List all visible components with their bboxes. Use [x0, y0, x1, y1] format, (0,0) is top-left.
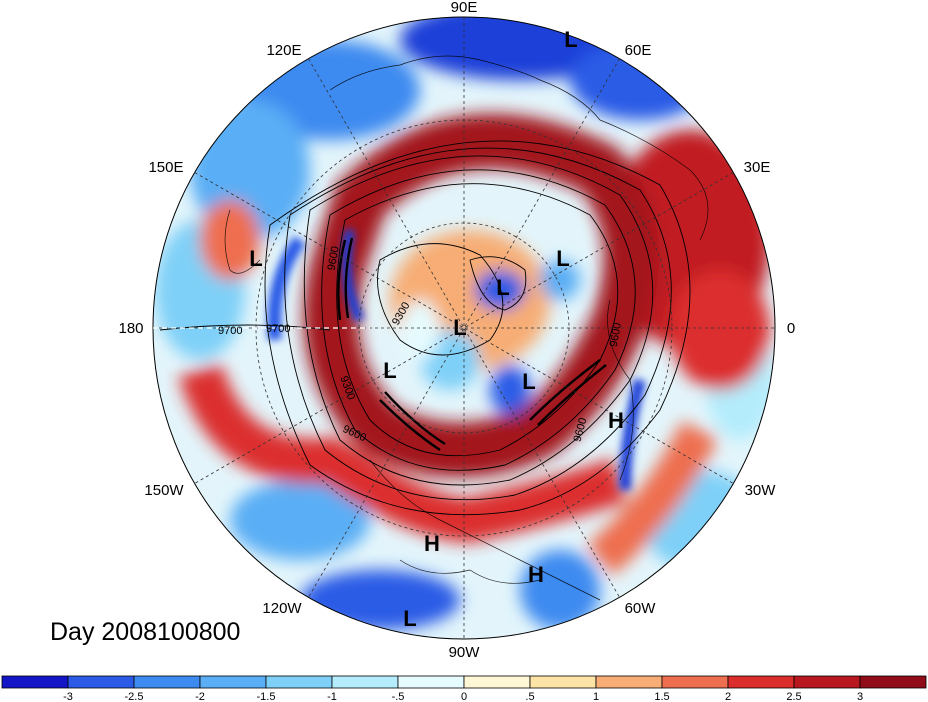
- colorbar-tick-label: -.5: [392, 691, 405, 702]
- colorbar: -3 -2.5 -2 -1.5 -1 -.5 0 .5 1 1.5 2 2.5 3: [1, 675, 927, 702]
- colorbar-swatch: [595, 675, 663, 689]
- coastlines: [224, 55, 709, 601]
- lon-label-0: 0: [787, 320, 795, 337]
- colorbar-swatch: [397, 675, 465, 689]
- contour-label: 9600: [608, 322, 624, 348]
- contour-labels: 9700 9700 9600 9300 9600 9600 9600 9300: [218, 245, 624, 444]
- low-center-label: L: [403, 606, 416, 631]
- low-center-label: L: [522, 369, 535, 394]
- colorbar-tick-label: 2.5: [786, 691, 801, 702]
- colorbar-swatch: [661, 675, 729, 689]
- colorbar-swatch: [793, 675, 861, 689]
- low-center-label: L: [453, 315, 466, 340]
- longitude-labels: 90E 60E 120E 30E 150E 0 180 30W 150W 60W…: [118, 0, 795, 661]
- high-center-label: H: [608, 408, 624, 433]
- lon-label-180: 180: [118, 320, 143, 337]
- colorbar-swatch: [859, 675, 927, 689]
- colorbar-tick-label: 3: [857, 691, 863, 702]
- colorbar-tick-label: -1.5: [257, 691, 276, 702]
- lon-label-150w: 150W: [144, 482, 184, 499]
- colorbar-tick-label: 1.5: [654, 691, 669, 702]
- lon-label-30w: 30W: [745, 482, 777, 499]
- lon-label-120e: 120E: [266, 42, 301, 59]
- lon-label-150e: 150E: [148, 159, 183, 176]
- colorbar-swatch: [529, 675, 597, 689]
- lon-label-90w: 90W: [449, 644, 481, 661]
- colorbar-tick-label: -3: [63, 691, 73, 702]
- colorbar-swatch: [331, 675, 399, 689]
- lon-label-60e: 60E: [625, 42, 652, 59]
- high-center-label: H: [424, 531, 440, 556]
- colorbar-tick-label: 1: [593, 691, 599, 702]
- colorbar-swatch: [463, 675, 531, 689]
- low-center-label: L: [564, 27, 577, 52]
- contour-label: 9700: [266, 323, 290, 335]
- colorbar-tick-label: 2: [725, 691, 731, 702]
- low-center-label: L: [383, 358, 396, 383]
- low-center-label: L: [496, 275, 509, 300]
- colorbar-tick-label: .5: [525, 691, 534, 702]
- contour-label: 9700: [218, 325, 242, 337]
- colorbar-swatch: [133, 675, 201, 689]
- jet-streak-contours: [337, 237, 607, 451]
- pressure-centers: L L L L L L L H H H L: [249, 27, 624, 631]
- colorbar-tick-label: -2.5: [125, 691, 144, 702]
- colorbar-tick-label: -2: [195, 691, 205, 702]
- colorbar-tick-label: 0: [461, 691, 467, 702]
- lon-label-120w: 120W: [262, 600, 302, 617]
- lon-label-60w: 60W: [625, 600, 657, 617]
- colorbar-swatch: [1, 675, 69, 689]
- colorbar-swatch: [727, 675, 795, 689]
- colorbar-swatch: [199, 675, 267, 689]
- lon-label-30e: 30E: [744, 159, 771, 176]
- colorbar-tick-label: -1: [327, 691, 337, 702]
- map-title: Day 2008100800: [50, 618, 241, 646]
- low-center-label: L: [249, 246, 262, 271]
- colorbar-swatch: [67, 675, 135, 689]
- lon-label-90e: 90E: [451, 0, 478, 16]
- colorbar-swatch: [265, 675, 333, 689]
- high-center-label: H: [528, 562, 544, 587]
- low-center-label: L: [556, 246, 569, 271]
- contour-label: 9600: [326, 245, 342, 271]
